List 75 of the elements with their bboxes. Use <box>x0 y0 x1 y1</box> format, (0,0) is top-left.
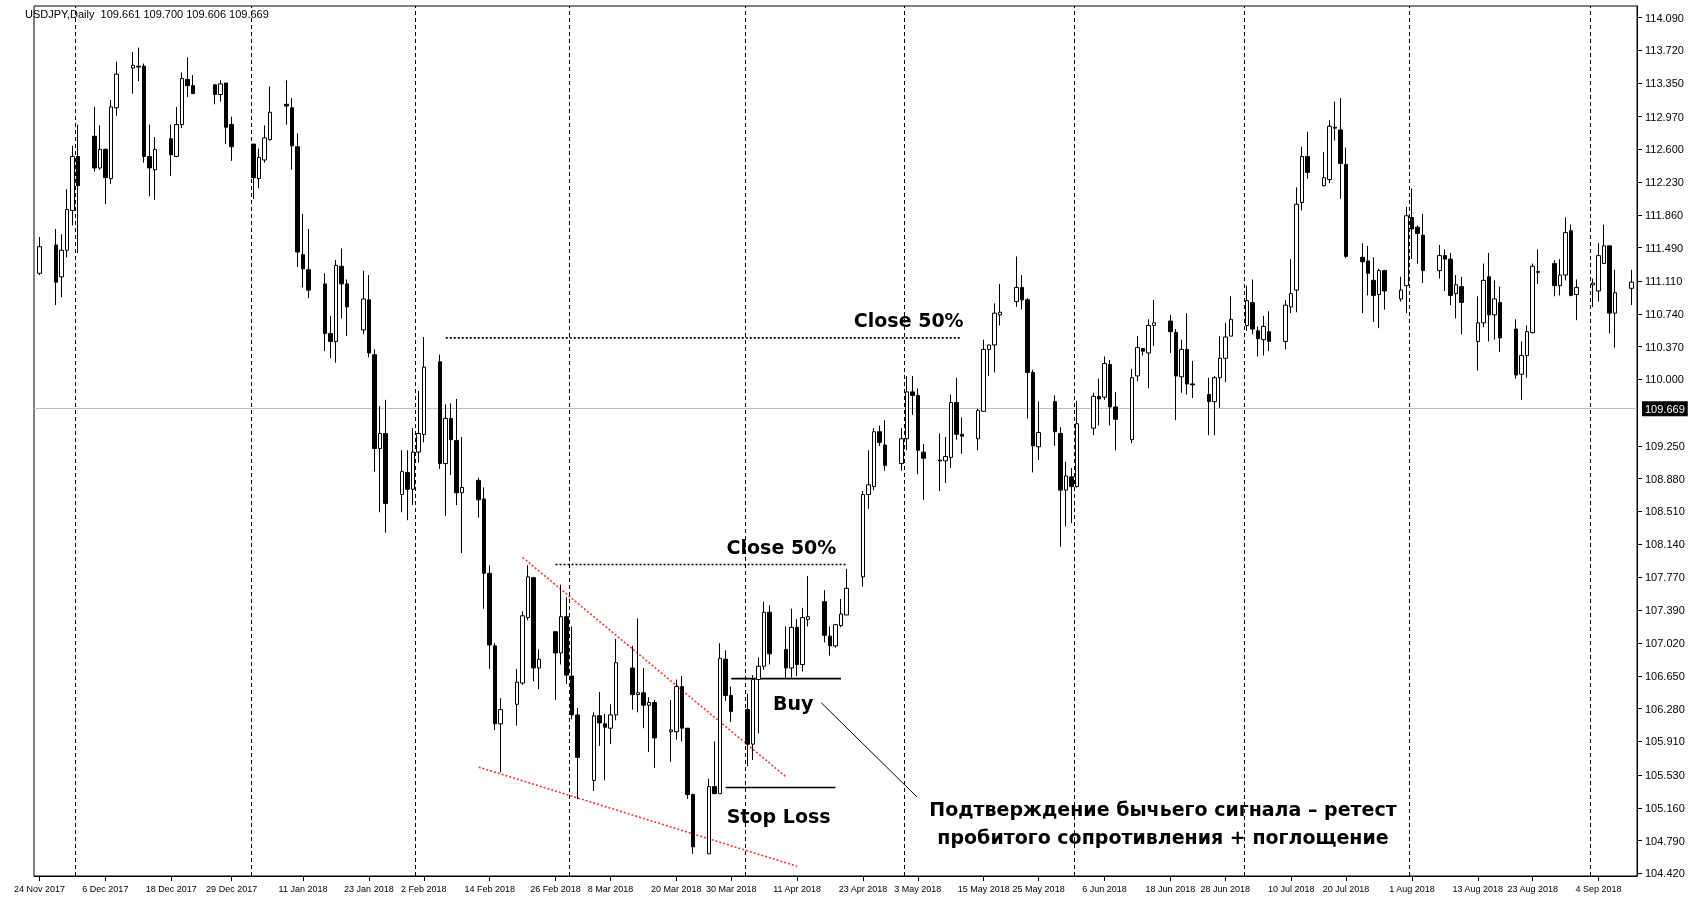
chart-title: USDJPY,Daily 109.661 109.700 109.606 109.669 <box>25 7 269 20</box>
y-tick-label: 113.720 <box>1645 44 1684 57</box>
y-tick-label: 106.650 <box>1645 669 1685 682</box>
x-tick-label: 26 Feb 2018 <box>530 883 581 894</box>
y-tick-label: 104.420 <box>1645 867 1685 880</box>
x-tick-label: 2 Feb 2018 <box>401 883 447 894</box>
x-tick-label: 4 Sep 2018 <box>1575 883 1622 894</box>
x-tick-label: 28 Jun 2018 <box>1200 883 1251 894</box>
candlestick <box>1421 213 1425 284</box>
candlestick <box>37 236 42 276</box>
candlestick <box>1168 314 1173 354</box>
candlestick <box>1629 269 1634 306</box>
y-tick-label: 111.110 <box>1645 275 1683 288</box>
x-tick-label: 6 Jun 2018 <box>1082 883 1127 894</box>
x-tick-label: 23 Jan 2018 <box>344 883 394 894</box>
x-tick-label: 20 Jul 2018 <box>1322 883 1370 894</box>
y-tick-label: 105.910 <box>1645 735 1685 748</box>
y-tick-label: 113.350 <box>1645 77 1684 89</box>
y-tick-label: 114.090 <box>1645 11 1684 24</box>
x-tick-label: 15 May 2018 <box>957 883 1010 894</box>
candlestick <box>1053 394 1057 447</box>
y-tick-label: 106.280 <box>1645 702 1685 715</box>
y-tick-label: 110.370 <box>1645 340 1684 353</box>
y-tick-label: 107.390 <box>1645 604 1685 617</box>
y-tick-label: 107.770 <box>1645 570 1685 583</box>
y-tick-label: 112.230 <box>1645 176 1684 189</box>
candlestick <box>822 589 827 643</box>
candlestick <box>1338 97 1343 200</box>
x-tick-label: 14 Feb 2018 <box>464 883 515 894</box>
y-tick-label: 109.250 <box>1645 439 1685 452</box>
x-tick-label: 11 Apr 2018 <box>773 883 822 894</box>
y-tick-label: 112.970 <box>1645 110 1684 123</box>
x-tick-label: 8 Mar 2018 <box>587 883 634 894</box>
y-tick-label: 105.530 <box>1645 769 1685 782</box>
candlestick <box>1130 368 1134 444</box>
x-tick-label: 18 Jun 2018 <box>1145 883 1196 894</box>
x-tick-label: 13 Aug 2018 <box>1452 883 1504 894</box>
candlestick <box>883 419 887 472</box>
candlestick <box>284 79 289 126</box>
y-tick-label: 110.000 <box>1645 373 1684 386</box>
x-tick-label: 1 Aug 2018 <box>1389 883 1435 894</box>
x-tick-label: 3 May 2018 <box>894 883 942 894</box>
x-tick-label: 25 May 2018 <box>1012 883 1065 894</box>
x-tick-label: 23 Apr 2018 <box>838 883 888 894</box>
y-tick-label: 107.020 <box>1645 637 1685 650</box>
y-tick-label: 108.140 <box>1645 538 1685 551</box>
y-tick-label: 111.490 <box>1645 241 1684 254</box>
candlestick <box>295 132 300 268</box>
annotation: Buy <box>772 691 814 714</box>
candlestick <box>1399 276 1403 303</box>
y-tick-label: 108.510 <box>1645 505 1685 518</box>
ref-line-label: 109.669 <box>1645 402 1685 415</box>
candlestick <box>1294 186 1299 313</box>
annotation: Подтверждение бычьего сигнала – ретест пробитого сопротивления + поглощение <box>929 798 1397 848</box>
x-tick-label: 11 Jan 2018 <box>278 883 328 894</box>
candlestick <box>921 443 926 501</box>
candlestick <box>1344 147 1348 259</box>
x-tick-label: 24 Nov 2017 <box>13 883 66 894</box>
x-tick-label: 29 Dec 2017 <box>206 883 258 894</box>
x-tick-label: 10 Jul 2018 <box>1267 883 1315 894</box>
x-tick-label: 30 Mar 2018 <box>705 883 757 894</box>
annotation: Close 50% <box>853 308 964 331</box>
y-tick-label: 112.600 <box>1645 143 1684 156</box>
candlestick <box>290 97 294 171</box>
y-tick-label: 111.860 <box>1645 208 1684 221</box>
x-tick-label: 18 Dec 2017 <box>145 883 197 894</box>
x-tick-label: 20 Mar 2018 <box>651 883 702 894</box>
annotation: Stop Loss <box>726 805 831 828</box>
annotation: Close 50% <box>726 536 837 559</box>
x-tick-label: 6 Dec 2017 <box>82 883 129 894</box>
y-tick-label: 104.790 <box>1645 834 1685 847</box>
x-tick-label: 23 Aug 2018 <box>1507 883 1558 894</box>
y-tick-label: 105.160 <box>1645 801 1685 814</box>
y-tick-label: 110.740 <box>1645 308 1684 320</box>
y-tick-label: 108.880 <box>1645 472 1685 485</box>
